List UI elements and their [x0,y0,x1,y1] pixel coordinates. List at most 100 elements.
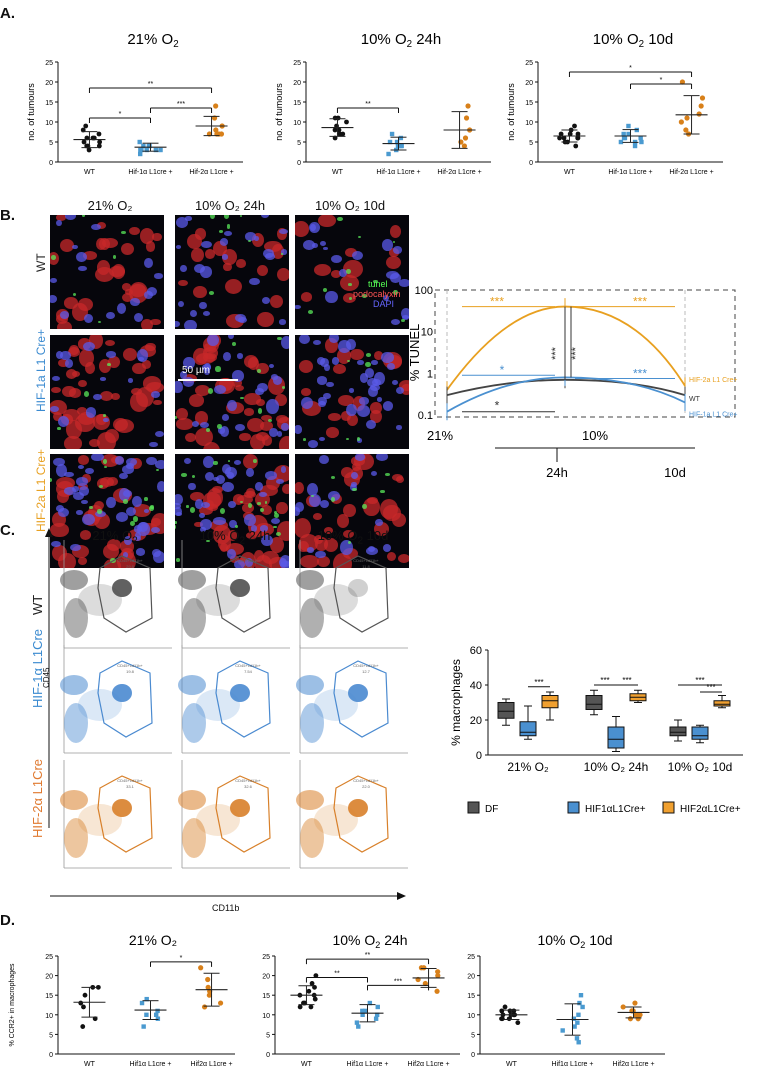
y-tick-label: 20 [467,974,475,981]
box [541,695,559,709]
cell-signal [348,541,352,545]
gate-label: CD45+cd11b+ [235,663,261,668]
cell-signal [387,552,397,562]
gate-value: 22.0 [362,784,371,789]
cell-signal [121,465,134,475]
data-point [139,1000,145,1006]
cell-signal [175,320,180,327]
cell-signal [332,363,347,375]
data-point [561,135,567,141]
cell-signal [298,359,314,373]
cell-signal [301,388,311,396]
cell-signal [131,496,142,508]
density-cluster [296,675,324,695]
panel-b-legend-dapi: DAPI [373,299,395,309]
cell-signal [201,240,213,249]
cell-signal [234,460,242,466]
cell-signal [130,521,136,527]
panel-b-legend-tunel: tunel [368,279,388,289]
cell-signal [70,544,82,551]
cell-signal [73,492,85,501]
cell-signal [81,215,85,218]
cell-signal [273,510,278,515]
gate-label: CD45+cd11b+ [235,778,261,783]
data-point [356,1024,361,1029]
cell-signal [261,215,269,219]
density-cluster [112,579,132,597]
cell-signal [367,385,378,397]
series-line [446,376,686,413]
cell-signal [195,228,207,240]
cell-signal [215,474,225,485]
title-subscript: 2 [357,535,363,547]
cell-signal [119,488,131,501]
cell-signal [375,454,388,461]
density-cluster [112,684,132,702]
y-axis-label: % CCR2+ in macrophages [9,963,16,1047]
cell-signal [337,217,343,222]
box [713,700,731,707]
density-cluster [178,790,206,810]
data-point [683,127,689,133]
panel-d-chart-3: 10% O2 10d 0 5 10 15 20 25 WT Hif1α L1cre + Hif2α… [467,932,665,1068]
density-cluster [60,790,88,810]
y-tick-label: 20 [525,80,533,87]
cell-signal [328,490,340,502]
cell-signal [100,454,119,468]
cell-signal [234,424,245,432]
cell-signal [216,424,223,429]
data-point [309,981,315,986]
data-point [206,992,212,998]
cell-signal [175,506,183,516]
cell-signal [342,530,354,539]
cell-signal [295,518,312,539]
cell-signal [396,425,402,430]
y-tick-label: 15 [262,993,270,1000]
cell-signal [356,438,363,444]
y-tick-label: 20 [262,974,270,981]
cell-signal [279,319,287,325]
y-tick-label: 15 [45,100,53,107]
cell-signal [248,239,252,242]
data-point [632,1000,638,1006]
cell-signal [91,223,102,231]
x-tick-label: 10% [582,428,608,443]
cell-signal [64,486,77,495]
data-point [465,103,471,109]
x-tick-label: 21% [427,428,453,443]
x-tick-label: WT [84,1061,96,1068]
cell-signal [316,356,326,365]
data-point [386,151,391,157]
y-tick-label: 20 [45,80,53,87]
cell-signal [331,269,342,278]
cell-signal [83,341,95,352]
cell-signal [222,262,232,272]
x-tick-label: Hif-1α L1cre + [608,169,652,176]
flow-cytometry-plot: CD45+cd11b+22.0 [296,760,408,869]
cell-signal [116,511,129,522]
cell-signal [239,501,244,504]
cell-signal [175,494,183,506]
data-point [217,1000,224,1006]
cell-signal [272,525,277,529]
cell-signal [392,289,398,295]
cell-signal [346,403,357,417]
data-point [435,969,441,975]
density-cluster [230,684,250,702]
y-tick-label: 60 [470,645,482,657]
cell-signal [250,434,266,449]
cell-signal [55,463,68,477]
cell-signal [122,293,134,303]
cell-signal [319,437,325,442]
y-tick-label: 15 [525,100,533,107]
data-point [340,131,346,137]
cell-signal [156,469,160,472]
cell-signal [123,536,132,545]
cell-signal [180,265,187,273]
cell-signal [106,477,119,487]
cell-signal [72,303,89,322]
cell-signal [76,477,88,486]
cell-signal [111,393,120,401]
cell-signal [175,503,182,509]
cell-signal [145,456,157,465]
